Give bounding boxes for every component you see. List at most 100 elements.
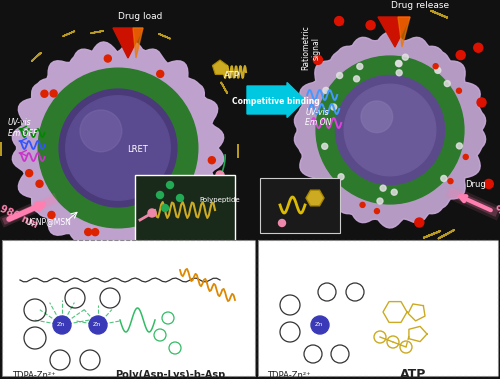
Circle shape (354, 76, 360, 82)
Circle shape (311, 316, 329, 334)
Circle shape (336, 72, 342, 78)
Text: UV-vis
Em ON: UV-vis Em ON (304, 108, 331, 127)
Text: ATP: ATP (224, 71, 240, 80)
Bar (135, 175, 235, 243)
Circle shape (290, 194, 298, 204)
Polygon shape (306, 190, 324, 206)
Circle shape (344, 84, 436, 176)
Circle shape (396, 70, 402, 76)
Circle shape (314, 55, 322, 64)
Circle shape (377, 198, 383, 204)
Circle shape (89, 316, 107, 334)
Text: Drug: Drug (465, 180, 485, 189)
Circle shape (380, 185, 386, 191)
Polygon shape (378, 17, 410, 47)
Circle shape (444, 81, 450, 86)
Circle shape (456, 88, 462, 93)
Circle shape (53, 316, 71, 334)
Circle shape (477, 98, 486, 107)
Circle shape (336, 75, 444, 185)
Circle shape (202, 178, 208, 185)
Polygon shape (398, 17, 410, 47)
Circle shape (361, 101, 392, 133)
Circle shape (402, 54, 408, 60)
Text: 980 nm: 980 nm (0, 204, 40, 230)
Text: LRET: LRET (126, 145, 148, 154)
Circle shape (48, 211, 55, 218)
Circle shape (41, 90, 48, 97)
Circle shape (338, 174, 344, 180)
Circle shape (433, 64, 438, 69)
Bar (2, 240, 255, 376)
Bar (260, 178, 340, 233)
Circle shape (294, 182, 304, 191)
Circle shape (316, 56, 464, 204)
Text: Zn: Zn (57, 322, 65, 327)
Circle shape (441, 175, 447, 182)
Circle shape (360, 202, 365, 207)
Circle shape (374, 208, 380, 214)
Circle shape (36, 180, 43, 187)
Circle shape (156, 191, 164, 199)
Circle shape (156, 70, 164, 77)
Text: TDPA-Zn²⁺: TDPA-Zn²⁺ (267, 371, 310, 379)
Circle shape (38, 68, 198, 228)
Text: Zn: Zn (93, 322, 101, 327)
Circle shape (323, 88, 329, 93)
Circle shape (162, 215, 168, 222)
Circle shape (396, 61, 402, 67)
Text: Competitive binding: Competitive binding (232, 97, 320, 105)
Circle shape (166, 182, 173, 188)
Circle shape (50, 90, 57, 97)
Text: UV-vis
Em OFF: UV-vis Em OFF (8, 118, 38, 138)
Text: TDPA-Zn²⁺: TDPA-Zn²⁺ (12, 371, 56, 379)
Circle shape (162, 205, 168, 211)
Circle shape (142, 229, 149, 236)
Circle shape (435, 67, 441, 74)
Circle shape (92, 229, 98, 236)
Circle shape (148, 209, 156, 217)
Circle shape (396, 60, 402, 66)
Circle shape (322, 143, 328, 149)
Text: Drug release: Drug release (391, 1, 449, 10)
Circle shape (59, 89, 177, 207)
Text: Drug load: Drug load (118, 12, 162, 21)
Polygon shape (113, 28, 143, 58)
Text: Ratiometric
signal: Ratiometric signal (301, 26, 320, 70)
Polygon shape (212, 60, 228, 74)
Circle shape (80, 110, 122, 152)
Polygon shape (294, 32, 486, 228)
Polygon shape (12, 42, 224, 254)
Text: 980 nm: 980 nm (496, 189, 500, 215)
Circle shape (415, 218, 424, 227)
Circle shape (66, 96, 170, 200)
Circle shape (357, 63, 363, 69)
Text: Zn: Zn (315, 322, 323, 327)
Circle shape (208, 157, 216, 164)
Circle shape (176, 194, 184, 202)
Circle shape (463, 154, 468, 160)
Circle shape (474, 43, 483, 52)
Circle shape (334, 17, 344, 25)
Circle shape (278, 219, 285, 227)
Circle shape (484, 179, 493, 188)
Circle shape (448, 179, 453, 184)
Bar (258, 240, 498, 376)
Text: TDPA-Zn²⁺: TDPA-Zn²⁺ (137, 248, 173, 254)
FancyArrow shape (247, 83, 305, 117)
Circle shape (104, 55, 112, 62)
Polygon shape (133, 28, 143, 58)
Circle shape (391, 189, 397, 195)
Circle shape (366, 21, 375, 30)
Text: Poly(Asp-Lys)-b-Asp: Poly(Asp-Lys)-b-Asp (115, 370, 225, 379)
Circle shape (330, 104, 336, 110)
Text: ATP: ATP (400, 368, 426, 379)
Text: Polypeptide: Polypeptide (187, 248, 228, 254)
Text: Polypeptide: Polypeptide (200, 197, 240, 203)
Circle shape (216, 171, 224, 179)
Circle shape (456, 51, 465, 60)
Circle shape (26, 170, 32, 177)
Circle shape (386, 244, 396, 253)
Circle shape (456, 143, 462, 149)
Circle shape (150, 222, 157, 229)
